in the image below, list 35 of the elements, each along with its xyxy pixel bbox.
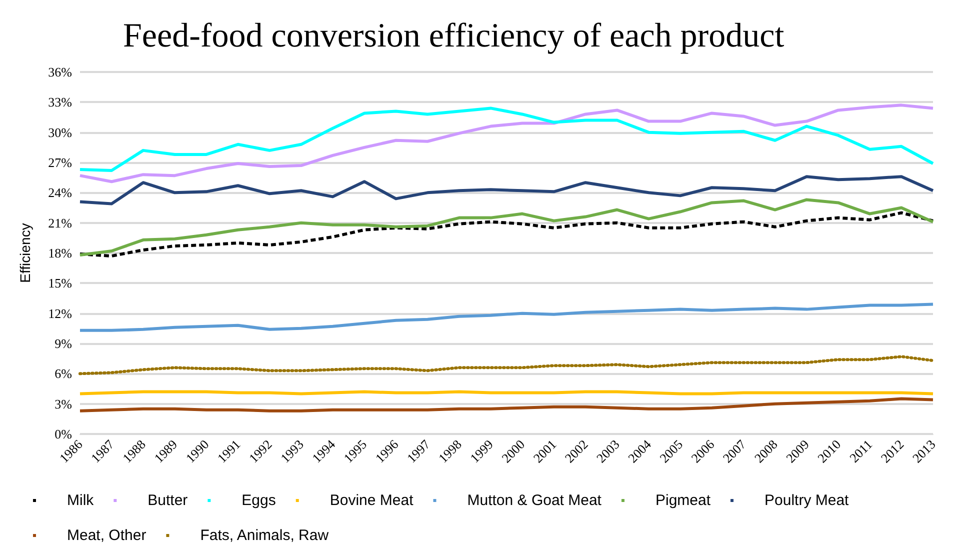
x-tick-label: 1991: [214, 436, 244, 466]
line-series: [78, 198, 934, 257]
line-series: [78, 355, 934, 376]
y-tick-label: 0%: [54, 426, 72, 442]
legend-label: Eggs: [242, 492, 276, 509]
line-series: [78, 104, 934, 184]
line-series: [78, 211, 934, 258]
y-tick-label: 18%: [48, 246, 72, 260]
y-tick-label: 15%: [48, 276, 72, 291]
y-tick-label: 36%: [48, 64, 72, 80]
legend-label: Milk: [67, 492, 94, 509]
y-tick-label: 6%: [54, 366, 72, 382]
y-tick-label: 21%: [48, 215, 72, 230]
legend-label: Pigmeat: [655, 492, 712, 509]
y-tick-label: 33%: [48, 94, 72, 110]
y-tick-label: 12%: [48, 306, 72, 321]
legend-label: Meat, Other: [67, 527, 146, 544]
legend-label: Fats, Animals, Raw: [200, 527, 329, 544]
x-tick-label: 2001: [530, 436, 560, 466]
legend-label: Mutton & Goat Meat: [467, 492, 602, 509]
y-axis-title: Efficiency: [17, 223, 33, 283]
legend-label: Butter: [148, 492, 188, 509]
legend-label: Poultry Meat: [764, 492, 850, 509]
x-tick-label: 2011: [846, 436, 876, 466]
y-tick-label: 27%: [48, 155, 72, 170]
y-tick-label: 3%: [54, 396, 72, 412]
legend-label: Bovine Meat: [330, 492, 414, 509]
chart-title: Feed-food conversion efficiency of each product: [123, 18, 785, 54]
line-series: [78, 302, 934, 332]
line-series: [78, 397, 934, 412]
y-tick-label: 24%: [48, 185, 72, 200]
line-series: [78, 175, 934, 206]
y-tick-label: 9%: [54, 336, 72, 351]
line-series: [78, 106, 934, 172]
y-tick-label: 30%: [48, 124, 72, 140]
